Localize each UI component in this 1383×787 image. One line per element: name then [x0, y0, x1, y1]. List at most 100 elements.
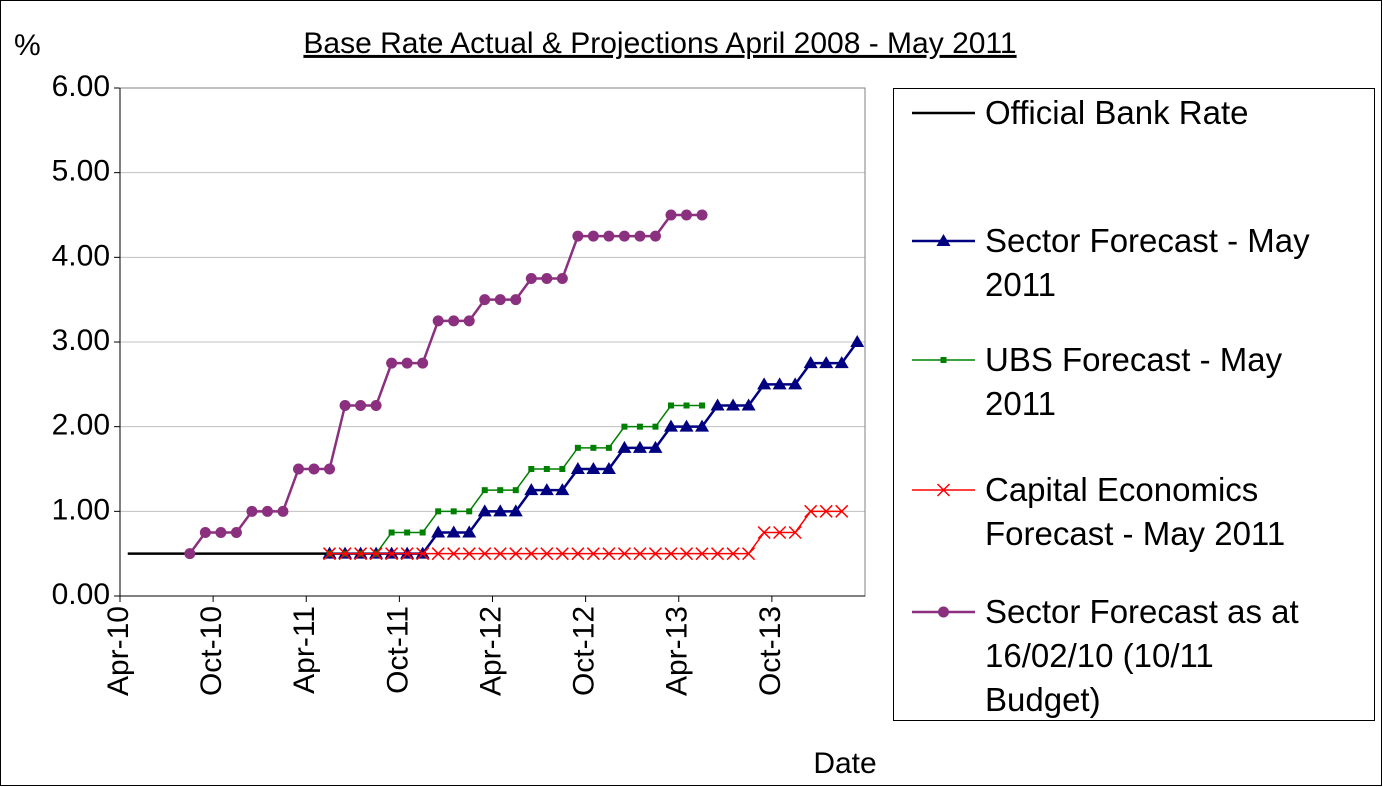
series-marker — [679, 419, 694, 432]
y-tick-label: 6.00 — [52, 70, 110, 103]
series-marker — [649, 230, 661, 242]
series-marker — [695, 547, 709, 561]
series-marker — [370, 400, 382, 411]
series-marker — [602, 547, 616, 561]
series-marker — [788, 525, 802, 540]
series-marker — [834, 356, 849, 369]
series-marker — [696, 209, 708, 221]
series-marker — [446, 525, 461, 538]
series-marker — [463, 315, 475, 327]
series-marker — [432, 315, 444, 327]
series-marker — [586, 462, 601, 474]
x-tick-label: Apr-13 — [661, 606, 694, 696]
series-marker — [601, 462, 616, 474]
series-marker — [400, 547, 414, 561]
series-marker — [667, 402, 674, 409]
series-marker — [416, 547, 430, 561]
series-marker — [246, 505, 258, 517]
series-marker — [665, 209, 677, 221]
series-line — [329, 510, 842, 555]
series-marker — [324, 463, 336, 475]
series-marker — [803, 356, 818, 369]
series-marker — [355, 400, 367, 411]
series-marker — [493, 504, 508, 517]
legend-marker — [938, 606, 949, 618]
series-marker — [494, 294, 506, 306]
series-marker — [543, 466, 550, 472]
legend-marker — [936, 234, 951, 246]
x-tick-label: Apr-11 — [288, 606, 321, 694]
legend-box — [893, 88, 1375, 721]
series-marker — [386, 357, 398, 369]
series-marker — [590, 444, 597, 451]
legend-label: Sector Forecast - May 2011 — [985, 222, 1310, 303]
series-marker — [308, 463, 320, 475]
series-marker — [431, 547, 445, 561]
series-marker — [571, 547, 585, 561]
series-marker — [663, 419, 678, 432]
series-marker — [618, 230, 630, 242]
series-marker — [539, 483, 554, 496]
series-marker — [230, 527, 242, 538]
series-marker — [540, 547, 554, 561]
series-marker — [556, 273, 568, 284]
series-marker — [648, 440, 663, 453]
x-axis-label: Date — [813, 747, 876, 780]
x-tick-label: Oct-10 — [195, 606, 228, 696]
series-marker — [528, 466, 535, 472]
x-tick-label: Apr-12 — [474, 606, 507, 696]
series-marker — [586, 547, 600, 561]
series-marker — [617, 547, 631, 561]
series-marker — [603, 230, 615, 242]
series-marker — [497, 487, 504, 494]
series-marker — [417, 357, 429, 369]
series-marker — [401, 357, 413, 369]
x-tick-label: Oct-11 — [381, 606, 414, 694]
series-marker — [525, 273, 537, 284]
series-marker — [512, 487, 519, 494]
y-tick-label: 2.00 — [52, 409, 110, 442]
series-marker — [587, 230, 599, 242]
y-tick-label: 4.00 — [52, 239, 110, 272]
series-marker — [323, 547, 337, 561]
series-marker — [572, 230, 584, 242]
series-marker — [726, 547, 740, 561]
series-marker — [462, 525, 477, 538]
series-marker — [773, 525, 787, 540]
series-marker — [524, 483, 539, 496]
y-axis-label: % — [14, 29, 41, 62]
series-marker — [277, 505, 289, 517]
series-marker — [605, 444, 612, 451]
series-marker — [215, 527, 227, 538]
series-marker — [450, 508, 457, 515]
legend-marker — [936, 483, 951, 497]
series-marker — [541, 273, 553, 284]
series-marker — [574, 444, 581, 451]
series-marker — [478, 547, 492, 561]
series-marker — [679, 547, 694, 561]
series-marker — [819, 356, 834, 369]
series-marker — [699, 402, 706, 409]
series-marker — [404, 529, 411, 536]
series-marker — [435, 508, 442, 515]
series-marker — [184, 548, 196, 560]
series-marker — [510, 294, 522, 306]
series-marker — [559, 466, 566, 472]
y-tick-label: 0.00 — [52, 578, 110, 611]
legend-label: Official Bank Rate — [985, 94, 1249, 131]
series-marker — [652, 423, 659, 430]
series-marker — [570, 462, 585, 474]
series-marker — [819, 504, 833, 518]
series-marker — [524, 547, 538, 561]
y-tick-label: 5.00 — [52, 155, 110, 188]
series-marker — [648, 547, 662, 561]
series-marker — [493, 547, 507, 561]
series-marker — [633, 547, 647, 561]
series-marker — [555, 483, 570, 496]
series-marker — [354, 547, 368, 561]
series-marker — [508, 504, 523, 517]
series-marker — [772, 377, 787, 390]
series-marker — [431, 525, 446, 538]
series-marker — [292, 463, 304, 475]
